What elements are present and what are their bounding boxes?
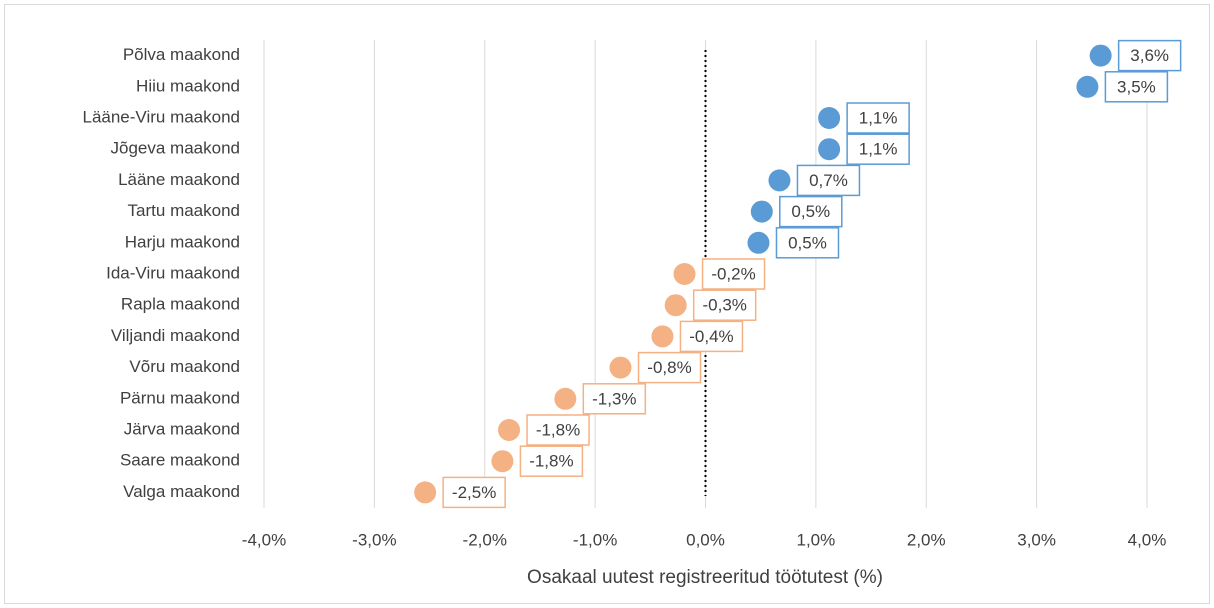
dot [651, 325, 674, 348]
label-box [526, 414, 590, 446]
y-tick-label: Lääne-Viru maakond [82, 107, 240, 126]
data-label: 3,6% [1130, 46, 1169, 65]
dot [609, 356, 632, 379]
x-axis-label: Osakaal uutest registreeritud töötutest … [527, 567, 883, 588]
dot [414, 481, 437, 504]
label-box [846, 133, 910, 165]
dot [818, 138, 841, 161]
y-tick-label: Jõgeva maakond [111, 139, 240, 158]
y-tick-label: Järva maakond [124, 419, 240, 438]
dot [554, 387, 577, 410]
y-tick-label: Põlva maakond [123, 45, 240, 64]
data-label: 3,5% [1117, 77, 1156, 96]
label-box [779, 195, 843, 228]
x-tick-label: 0,0% [686, 530, 725, 549]
label-box [775, 227, 840, 259]
data-label: -0,4% [689, 327, 733, 346]
label-box [1104, 71, 1169, 103]
dot [498, 419, 521, 441]
data-label: 0,5% [791, 202, 830, 221]
x-tick-label: 2,0% [907, 530, 946, 549]
label-box [519, 445, 584, 477]
x-tick-label: 3,0% [1017, 530, 1056, 549]
dot [768, 169, 791, 192]
data-label: 0,7% [809, 171, 848, 190]
dot [673, 263, 696, 285]
data-label: -0,3% [702, 296, 746, 315]
dot [491, 450, 514, 473]
label-box [692, 289, 757, 321]
dot [1089, 44, 1112, 67]
y-tick-label: Ida-Viru maakond [106, 263, 240, 282]
data-label: -2,5% [452, 483, 496, 502]
dot [1076, 75, 1099, 98]
x-tick-label: 1,0% [797, 530, 836, 549]
y-tick-label: Rapla maakond [121, 295, 240, 314]
label-box [679, 320, 744, 353]
label-box [637, 351, 702, 384]
data-label: 0,5% [788, 233, 827, 252]
x-tick-label: -4,0% [242, 530, 286, 549]
dot [747, 231, 770, 254]
label-box [582, 383, 647, 415]
dot [750, 200, 773, 223]
y-tick-label: Saare maakond [120, 451, 240, 470]
label-box [1117, 39, 1182, 72]
x-tick-label: -1,0% [573, 530, 617, 549]
chart-border [4, 4, 1210, 604]
y-tick-label: Pärnu maakond [120, 388, 240, 407]
dot [818, 107, 841, 129]
data-label: -1,8% [536, 420, 580, 439]
data-label: -1,8% [529, 452, 573, 471]
label-box [442, 476, 506, 509]
data-label: 1,1% [859, 108, 898, 127]
y-tick-label: Võru maakond [129, 357, 240, 376]
y-tick-label: Tartu maakond [128, 201, 240, 220]
y-tick-label: Viljandi maakond [111, 326, 240, 345]
data-label: -0,8% [647, 358, 691, 377]
label-box [796, 164, 861, 197]
x-tick-label: -3,0% [352, 530, 396, 549]
data-label: -0,2% [711, 264, 755, 283]
x-tick-label: 4,0% [1128, 530, 1167, 549]
y-tick-label: Valga maakond [123, 482, 240, 501]
y-tick-label: Hiiu maakond [136, 76, 240, 95]
label-box [701, 258, 766, 290]
x-tick-label: -2,0% [463, 530, 507, 549]
data-label: 1,1% [859, 140, 898, 159]
data-label: -1,3% [592, 389, 636, 408]
dot [664, 294, 687, 317]
y-tick-label: Harju maakond [125, 232, 240, 251]
y-tick-label: Lääne maakond [118, 170, 240, 189]
label-box [846, 102, 910, 134]
